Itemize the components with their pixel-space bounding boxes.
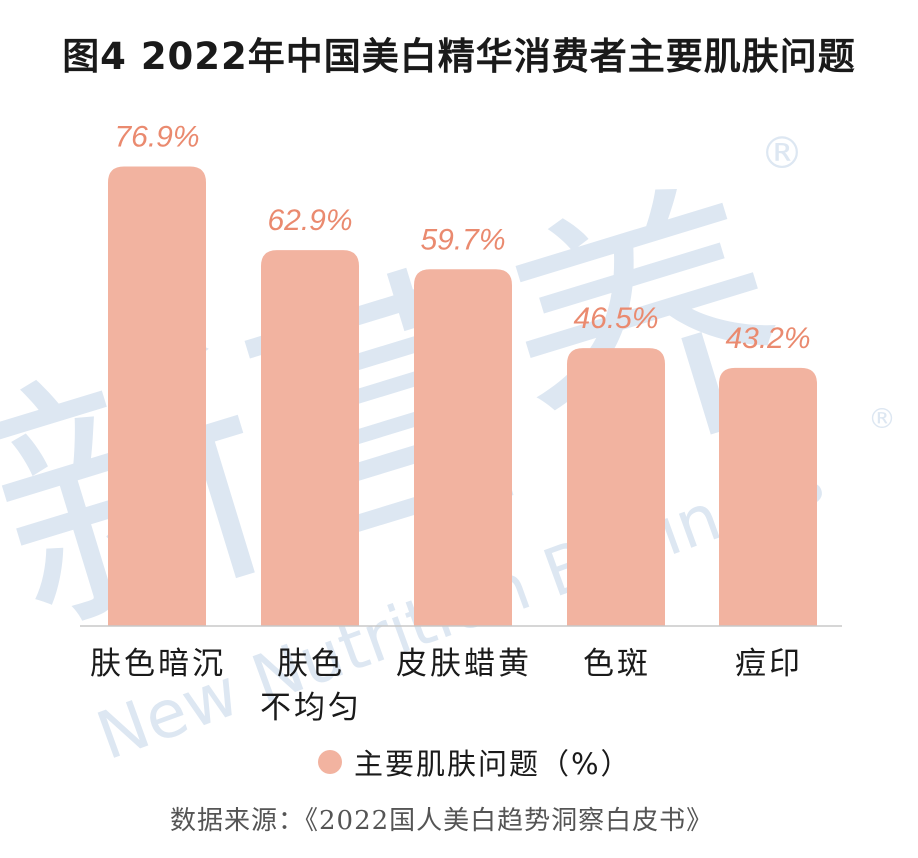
category-label-4: 痘印 [735,646,803,682]
bar-4 [719,367,817,626]
data-label-0: 76.9% [114,121,199,154]
data-label-2: 59.7% [420,223,505,256]
legend: 主要肌肤问题（%） [318,744,632,781]
category-label-1-line-1: 不均匀 [260,690,362,726]
legend-swatch [318,750,342,774]
bar-1 [261,250,359,627]
legend-label: 主要肌肤问题（%） [354,747,632,781]
watermark-registered-mark-2: ® [868,402,896,435]
source-note: 数据来源：《2022国人美白趋势洞察白皮书》 [170,806,714,836]
data-label-1: 62.9% [267,204,352,237]
bar-2 [414,269,512,626]
bar-3 [567,348,665,626]
category-label-1-line-0: 肤色 [277,646,345,682]
chart-title: 图4 2022年中国美白精华消费者主要肌肤问题 [62,35,856,78]
category-label-3: 色斑 [583,646,651,682]
category-label-0: 肤色暗沉 [90,646,226,682]
data-label-3: 46.5% [573,302,658,335]
bar-0 [108,166,206,626]
data-label-4: 43.2% [725,322,810,355]
watermark-registered-mark: ® [760,128,804,179]
data-labels: 76.9% 62.9% 59.7% 46.5% 43.2% [114,121,810,355]
category-label-2: 皮肤蜡黄 [396,646,532,682]
bars [108,166,817,627]
